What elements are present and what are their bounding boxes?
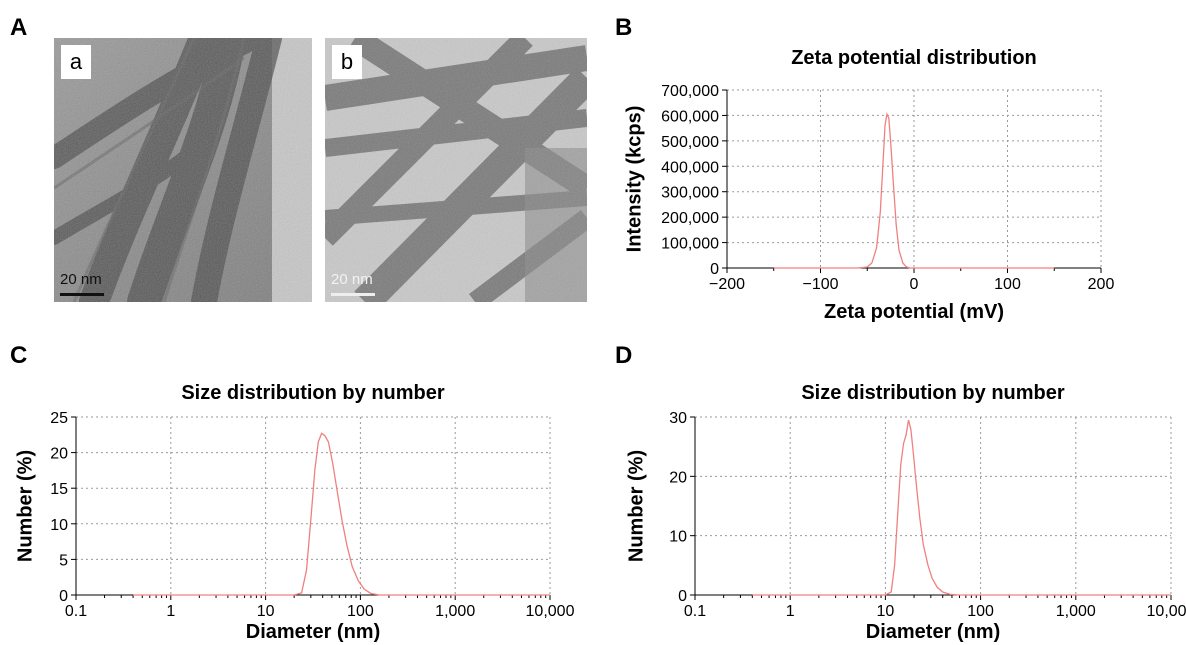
x-tick-label: 1,000 <box>1056 603 1096 620</box>
y-tick-label: 300,000 <box>661 185 719 202</box>
x-tick-label: 0 <box>910 276 919 293</box>
x-tick-label: 100 <box>967 603 994 620</box>
zeta-potential-chart: Zeta potential distribution −200 −100 0 100 2… <box>623 47 1115 323</box>
x-tick-label: −200 <box>709 276 745 293</box>
y-tick-label: 25 <box>50 410 68 427</box>
chart-title: Zeta potential distribution <box>791 47 1037 69</box>
x-tick-label: 100 <box>994 276 1021 293</box>
x-axis-label: Diameter (nm) <box>246 621 380 643</box>
series-line <box>752 419 1171 596</box>
y-tick-label: 10 <box>669 529 687 546</box>
x-tick-label: 10 <box>257 603 275 620</box>
x-tick-label: 0.1 <box>684 603 706 620</box>
tem-image-b-texture <box>325 38 587 302</box>
panel-letter-d: D <box>615 342 633 369</box>
series-line <box>133 432 550 596</box>
x-tick-label: 200 <box>1088 276 1115 293</box>
chart-title: Size distribution by number <box>801 382 1065 404</box>
tem-image-label: b <box>332 45 362 79</box>
x-tick-label: 1 <box>166 603 175 620</box>
y-axis-label: Intensity (kcps) <box>623 106 645 253</box>
y-tick-label: 20 <box>669 469 687 486</box>
x-tick-label: 100 <box>347 603 374 620</box>
x-tick-label: 10 <box>877 603 895 620</box>
chart-title: Size distribution by number <box>181 382 445 404</box>
y-tick-label: 15 <box>50 481 68 498</box>
scale-bar <box>60 293 104 296</box>
scale-bar-label: 20 nm <box>331 271 373 288</box>
scale-bar-label: 20 nm <box>60 271 102 288</box>
x-tick-label: 1,000 <box>435 603 475 620</box>
x-axis-label: Diameter (nm) <box>866 621 1000 643</box>
y-tick-label: 400,000 <box>661 159 719 176</box>
y-tick-label: 5 <box>59 552 68 569</box>
panel-letter-a: A <box>10 14 28 41</box>
x-tick-label: 1 <box>786 603 795 620</box>
y-tick-label: 500,000 <box>661 134 719 151</box>
panel-letter-c: C <box>10 342 28 369</box>
y-axis-label: Number (%) <box>625 450 647 562</box>
x-tick-label: 0.1 <box>65 603 87 620</box>
y-tick-label: 20 <box>50 446 68 463</box>
y-tick-label: 0 <box>678 588 687 605</box>
y-tick-label: 0 <box>710 261 719 278</box>
y-tick-label: 30 <box>669 410 687 427</box>
y-tick-label: 100,000 <box>661 236 719 253</box>
tem-image-b: b 20 nm <box>325 38 587 302</box>
series-line <box>773 112 1055 269</box>
panel-letter-b: B <box>615 14 633 41</box>
x-axis-label: Zeta potential (mV) <box>824 301 1004 323</box>
tem-image-a: a 20 nm <box>54 38 312 302</box>
x-tick-label: 10,000 <box>526 603 575 620</box>
y-tick-label: 0 <box>59 588 68 605</box>
tem-image-a-texture <box>54 38 312 302</box>
y-tick-label: 600,000 <box>661 108 719 125</box>
tem-image-label: a <box>61 45 91 79</box>
x-tick-label: −100 <box>802 276 838 293</box>
scale-bar <box>331 293 375 296</box>
y-tick-label: 700,000 <box>661 83 719 100</box>
y-tick-label: 200,000 <box>661 210 719 227</box>
x-tick-label: 10,000 <box>1147 603 1186 620</box>
y-axis-label: Number (%) <box>14 450 36 562</box>
y-tick-label: 10 <box>50 517 68 534</box>
